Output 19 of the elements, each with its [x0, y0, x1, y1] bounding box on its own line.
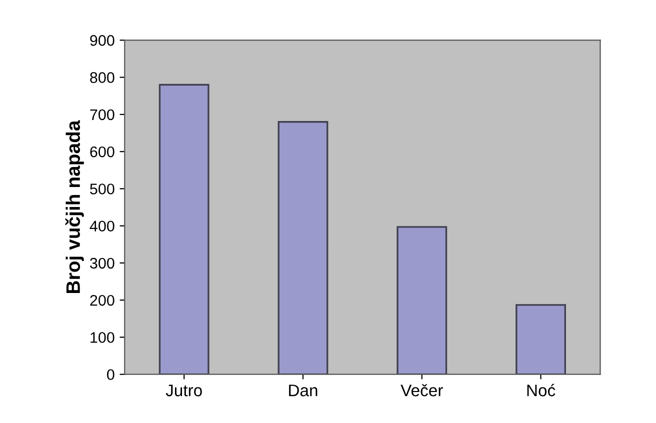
y-tick-label: 400 [90, 220, 114, 232]
y-tick-label: 300 [90, 258, 114, 269]
y-tick-label: 800 [90, 72, 114, 83]
bar [158, 84, 210, 374]
y-tick-label: 700 [90, 109, 114, 120]
y-tick-label: 500 [90, 184, 114, 194]
x-tick-label: Večer [400, 384, 443, 396]
y-axis-title: Broj vučjih napada [65, 120, 84, 293]
bar [516, 304, 566, 374]
x-tick-label: Noć [527, 384, 556, 396]
y-tick-label: 200 [90, 294, 114, 306]
bar [396, 226, 448, 374]
y-tick-label: 0 [107, 369, 114, 380]
bar [278, 121, 328, 374]
y-tick-label: 600 [90, 146, 114, 158]
x-tick-label: Dan [289, 384, 318, 396]
x-tick-label: Jutro [166, 384, 202, 396]
y-tick-label: 900 [90, 35, 114, 46]
y-tick-label: 100 [90, 332, 114, 343]
